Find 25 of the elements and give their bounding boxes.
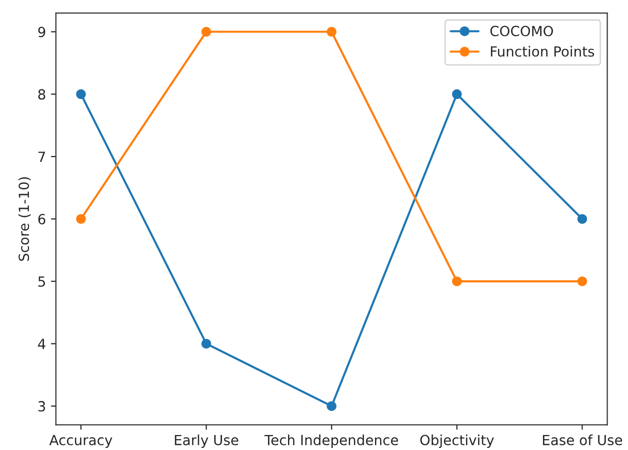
y-tick-label: 6 xyxy=(38,214,46,224)
point xyxy=(201,338,212,349)
y-tick-label: 8 xyxy=(38,89,46,100)
point xyxy=(76,214,86,224)
legend-label: Function Points xyxy=(490,46,594,57)
x-tick-label: Early Use xyxy=(174,434,238,448)
point xyxy=(201,26,212,37)
x-tick-label: Tech Independence xyxy=(264,434,398,448)
y-tick-label: 3 xyxy=(38,401,46,412)
y-tick-label: 7 xyxy=(38,152,45,162)
y-tick-label: 9 xyxy=(38,26,46,38)
x-tick-label: Objectivity xyxy=(420,434,494,448)
point xyxy=(76,89,86,100)
y-tick-label: 5 xyxy=(38,276,45,287)
point xyxy=(326,26,336,37)
point xyxy=(326,401,336,411)
point xyxy=(577,276,588,286)
point xyxy=(577,214,588,224)
y-tick-label: 4 xyxy=(38,338,46,349)
point xyxy=(452,89,462,100)
y-axis-title: Score (1-10) xyxy=(18,177,31,261)
legend-label: COCOMO xyxy=(490,26,553,36)
point xyxy=(452,276,462,286)
x-tick-label: Accuracy xyxy=(49,434,112,448)
x-tick-label: Ease of Use xyxy=(542,434,622,446)
